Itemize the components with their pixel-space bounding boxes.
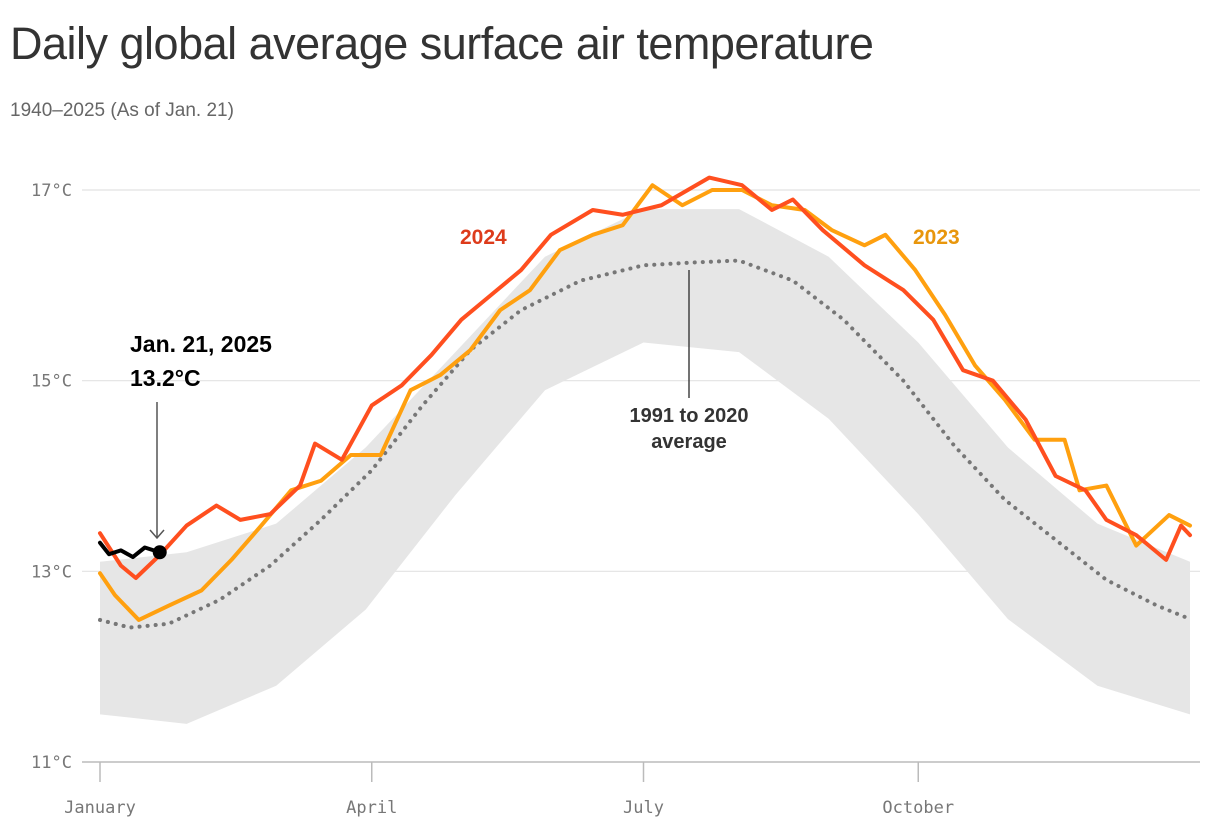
y-tick-label: 17°C	[31, 181, 72, 201]
chart-subtitle: 1940–2025 (As of Jan. 21)	[10, 100, 234, 121]
x-tick-label: July	[623, 798, 664, 818]
x-tick-label: April	[346, 798, 397, 818]
latest-value-label: 13.2°C	[130, 365, 201, 391]
latest-date-label: Jan. 21, 2025	[130, 331, 272, 357]
series-line-1991-to-2020-average	[98, 258, 1192, 630]
series-line-2025	[98, 540, 162, 560]
y-tick-label: 13°C	[31, 562, 72, 582]
latest-value-marker	[152, 545, 167, 560]
label-2024: 2024	[460, 226, 507, 249]
x-tick-label: January	[64, 798, 136, 818]
label-2023: 2023	[913, 226, 960, 249]
y-tick-label: 11°C	[31, 753, 72, 773]
average-label-line2: average	[651, 431, 727, 453]
historical-range-band	[100, 209, 1190, 724]
latest-callout-arrow	[149, 529, 165, 540]
x-tick-label: October	[882, 798, 954, 818]
chart-title: Daily global average surface air tempera…	[10, 18, 874, 69]
series-line-2024	[98, 175, 1192, 581]
y-tick-label: 15°C	[31, 372, 72, 392]
average-label-line1: 1991 to 2020	[630, 405, 749, 427]
